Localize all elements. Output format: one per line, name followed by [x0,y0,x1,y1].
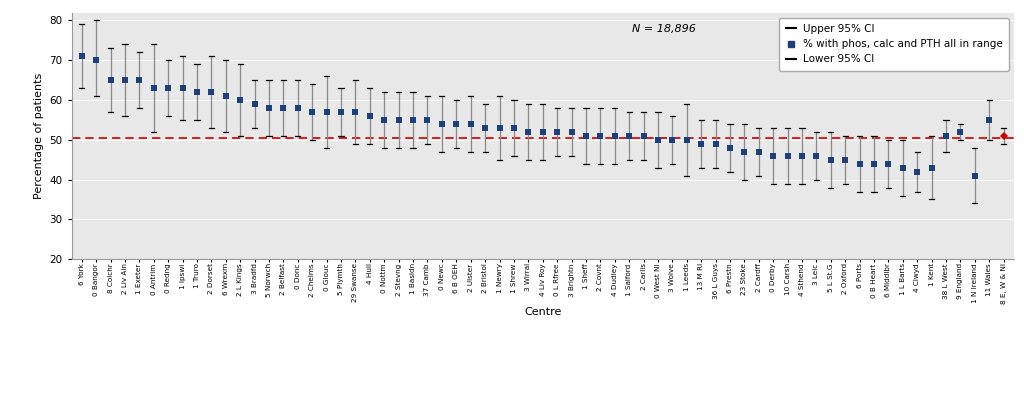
Legend: Upper 95% CI, % with phos, calc and PTH all in range, Lower 95% CI: Upper 95% CI, % with phos, calc and PTH … [778,18,1009,71]
Y-axis label: Percentage of patients: Percentage of patients [34,73,44,199]
X-axis label: Centre: Centre [524,307,561,317]
Text: N = 18,896: N = 18,896 [632,24,696,33]
